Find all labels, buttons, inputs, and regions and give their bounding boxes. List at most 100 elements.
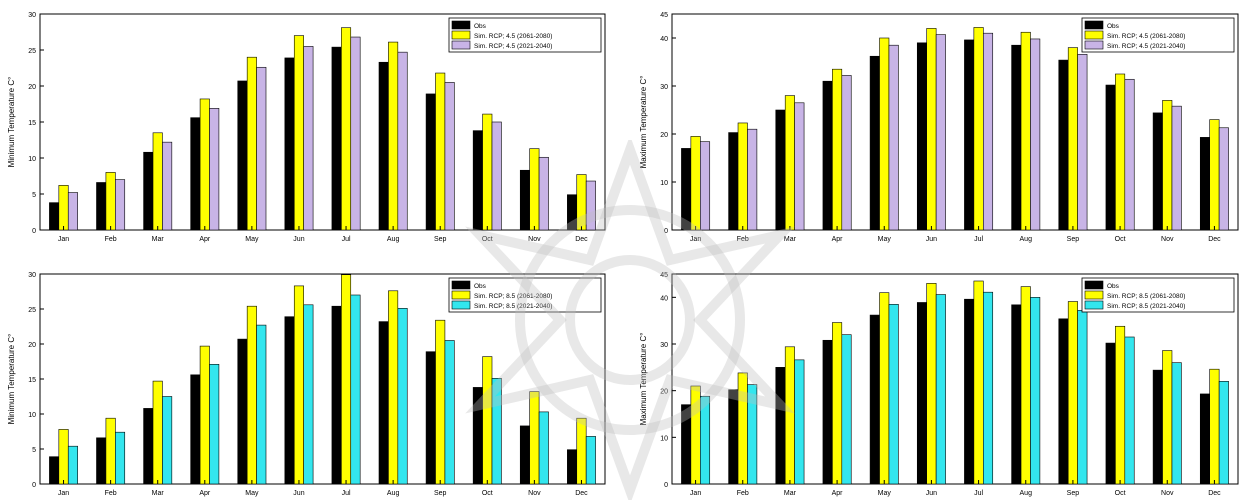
bar-yellow bbox=[246, 56, 257, 231]
y-tick-label: 20 bbox=[28, 84, 36, 91]
y-axis-label: Maximum Temperature C° bbox=[639, 333, 648, 426]
bar-obs bbox=[728, 389, 739, 485]
bar-yellow bbox=[1067, 301, 1078, 485]
bar-obs bbox=[964, 298, 975, 485]
x-tick-label: Oct bbox=[1115, 490, 1126, 497]
x-tick-label: Mar bbox=[152, 490, 165, 497]
bar-yellow bbox=[58, 185, 69, 231]
bar-purple bbox=[256, 66, 267, 231]
bar-obs bbox=[916, 42, 927, 231]
bar-yellow bbox=[58, 429, 69, 485]
bar-yellow bbox=[388, 41, 399, 231]
bar-obs bbox=[775, 109, 786, 231]
bar-yellow bbox=[926, 28, 937, 231]
bar-cyan bbox=[162, 396, 173, 485]
bar-obs bbox=[567, 194, 578, 231]
bar-cyan bbox=[1124, 336, 1135, 485]
bar-cyan bbox=[115, 431, 126, 485]
bar-yellow bbox=[435, 319, 446, 485]
bar-cyan bbox=[1218, 381, 1229, 485]
bar-obs bbox=[869, 55, 880, 231]
y-tick-label: 30 bbox=[660, 342, 668, 349]
bar-cyan bbox=[444, 340, 455, 485]
bar-obs bbox=[681, 148, 692, 231]
x-tick-label: Jan bbox=[58, 490, 69, 497]
bar-yellow bbox=[341, 274, 352, 485]
x-tick-label: Jul bbox=[342, 490, 351, 497]
bar-obs bbox=[964, 39, 975, 231]
x-tick-label: Oct bbox=[482, 236, 493, 243]
legend-swatch-cyan bbox=[451, 300, 471, 310]
x-tick-label: May bbox=[878, 236, 892, 243]
x-tick-label: Jun bbox=[293, 490, 304, 497]
bar-cyan bbox=[491, 378, 502, 485]
bar-purple bbox=[982, 32, 994, 231]
y-tick-label: 30 bbox=[660, 84, 668, 91]
bar-purple bbox=[585, 180, 596, 231]
bar-obs bbox=[681, 404, 692, 485]
y-axis-label: Minimum Temperature C° bbox=[7, 334, 16, 425]
legend-label: Sim. RCP; 4.5 (2021-2040) bbox=[1107, 43, 1185, 50]
x-tick-label: Sep bbox=[434, 490, 447, 497]
bar-yellow bbox=[1020, 286, 1031, 485]
legend-box bbox=[448, 17, 602, 53]
x-tick-label: Jun bbox=[926, 490, 937, 497]
bar-obs bbox=[519, 169, 530, 231]
bar-purple bbox=[794, 102, 805, 231]
bar-yellow bbox=[737, 372, 748, 485]
bar-yellow bbox=[529, 391, 540, 485]
bar-obs bbox=[567, 449, 578, 485]
bar-obs bbox=[728, 132, 739, 231]
bar-cyan bbox=[1030, 297, 1041, 485]
bar-yellow bbox=[199, 98, 210, 231]
x-tick-label: Nov bbox=[1161, 236, 1174, 243]
bar-yellow bbox=[293, 35, 304, 231]
y-tick-label: 0 bbox=[32, 228, 36, 235]
bar-yellow bbox=[1209, 368, 1220, 485]
bar-cyan bbox=[888, 304, 899, 485]
y-axis-label: Minimum Temperature C° bbox=[7, 77, 16, 168]
y-tick-label: 0 bbox=[664, 482, 668, 489]
y-tick-label: 0 bbox=[664, 228, 668, 235]
legend-label: Obs bbox=[1107, 23, 1120, 30]
bar-yellow bbox=[1209, 119, 1220, 231]
x-tick-label: Sep bbox=[434, 236, 447, 243]
legend-label: Sim. RCP; 4.5 (2061-2080) bbox=[1107, 33, 1185, 40]
x-tick-label: Oct bbox=[1115, 236, 1126, 243]
bar-obs bbox=[143, 151, 154, 231]
y-tick-label: 20 bbox=[660, 132, 668, 139]
bar-obs bbox=[284, 57, 295, 231]
legend-swatch-purple bbox=[1084, 40, 1104, 50]
bar-obs bbox=[237, 338, 248, 485]
bar-purple bbox=[888, 44, 899, 231]
legend-label: Obs bbox=[474, 283, 487, 290]
bar-purple bbox=[444, 82, 455, 231]
bar-obs bbox=[378, 321, 389, 485]
y-tick-label: 45 bbox=[660, 12, 668, 19]
bar-purple bbox=[491, 121, 502, 231]
bar-purple bbox=[1171, 105, 1182, 231]
bar-yellow bbox=[1162, 100, 1173, 231]
bar-purple bbox=[350, 36, 361, 231]
x-tick-label: Feb bbox=[737, 490, 749, 497]
bar-obs bbox=[775, 367, 786, 485]
x-tick-label: Oct bbox=[482, 490, 493, 497]
x-tick-label: Feb bbox=[737, 236, 749, 243]
y-tick-label: 10 bbox=[660, 180, 668, 187]
y-tick-label: 15 bbox=[28, 377, 36, 384]
legend-box bbox=[1081, 17, 1235, 53]
bar-purple bbox=[67, 192, 78, 231]
bar-purple bbox=[1030, 38, 1041, 231]
x-tick-label: Jul bbox=[974, 236, 983, 243]
bar-yellow bbox=[152, 380, 163, 485]
y-tick-label: 25 bbox=[28, 307, 36, 314]
y-tick-label: 40 bbox=[660, 295, 668, 302]
bar-cyan bbox=[794, 359, 805, 485]
bar-yellow bbox=[832, 322, 843, 485]
bar-yellow bbox=[105, 172, 116, 231]
bar-purple bbox=[747, 128, 758, 231]
bar-obs bbox=[378, 61, 389, 231]
bar-purple bbox=[397, 51, 408, 231]
legend-label: Obs bbox=[1107, 283, 1120, 290]
legend-box bbox=[448, 277, 602, 313]
